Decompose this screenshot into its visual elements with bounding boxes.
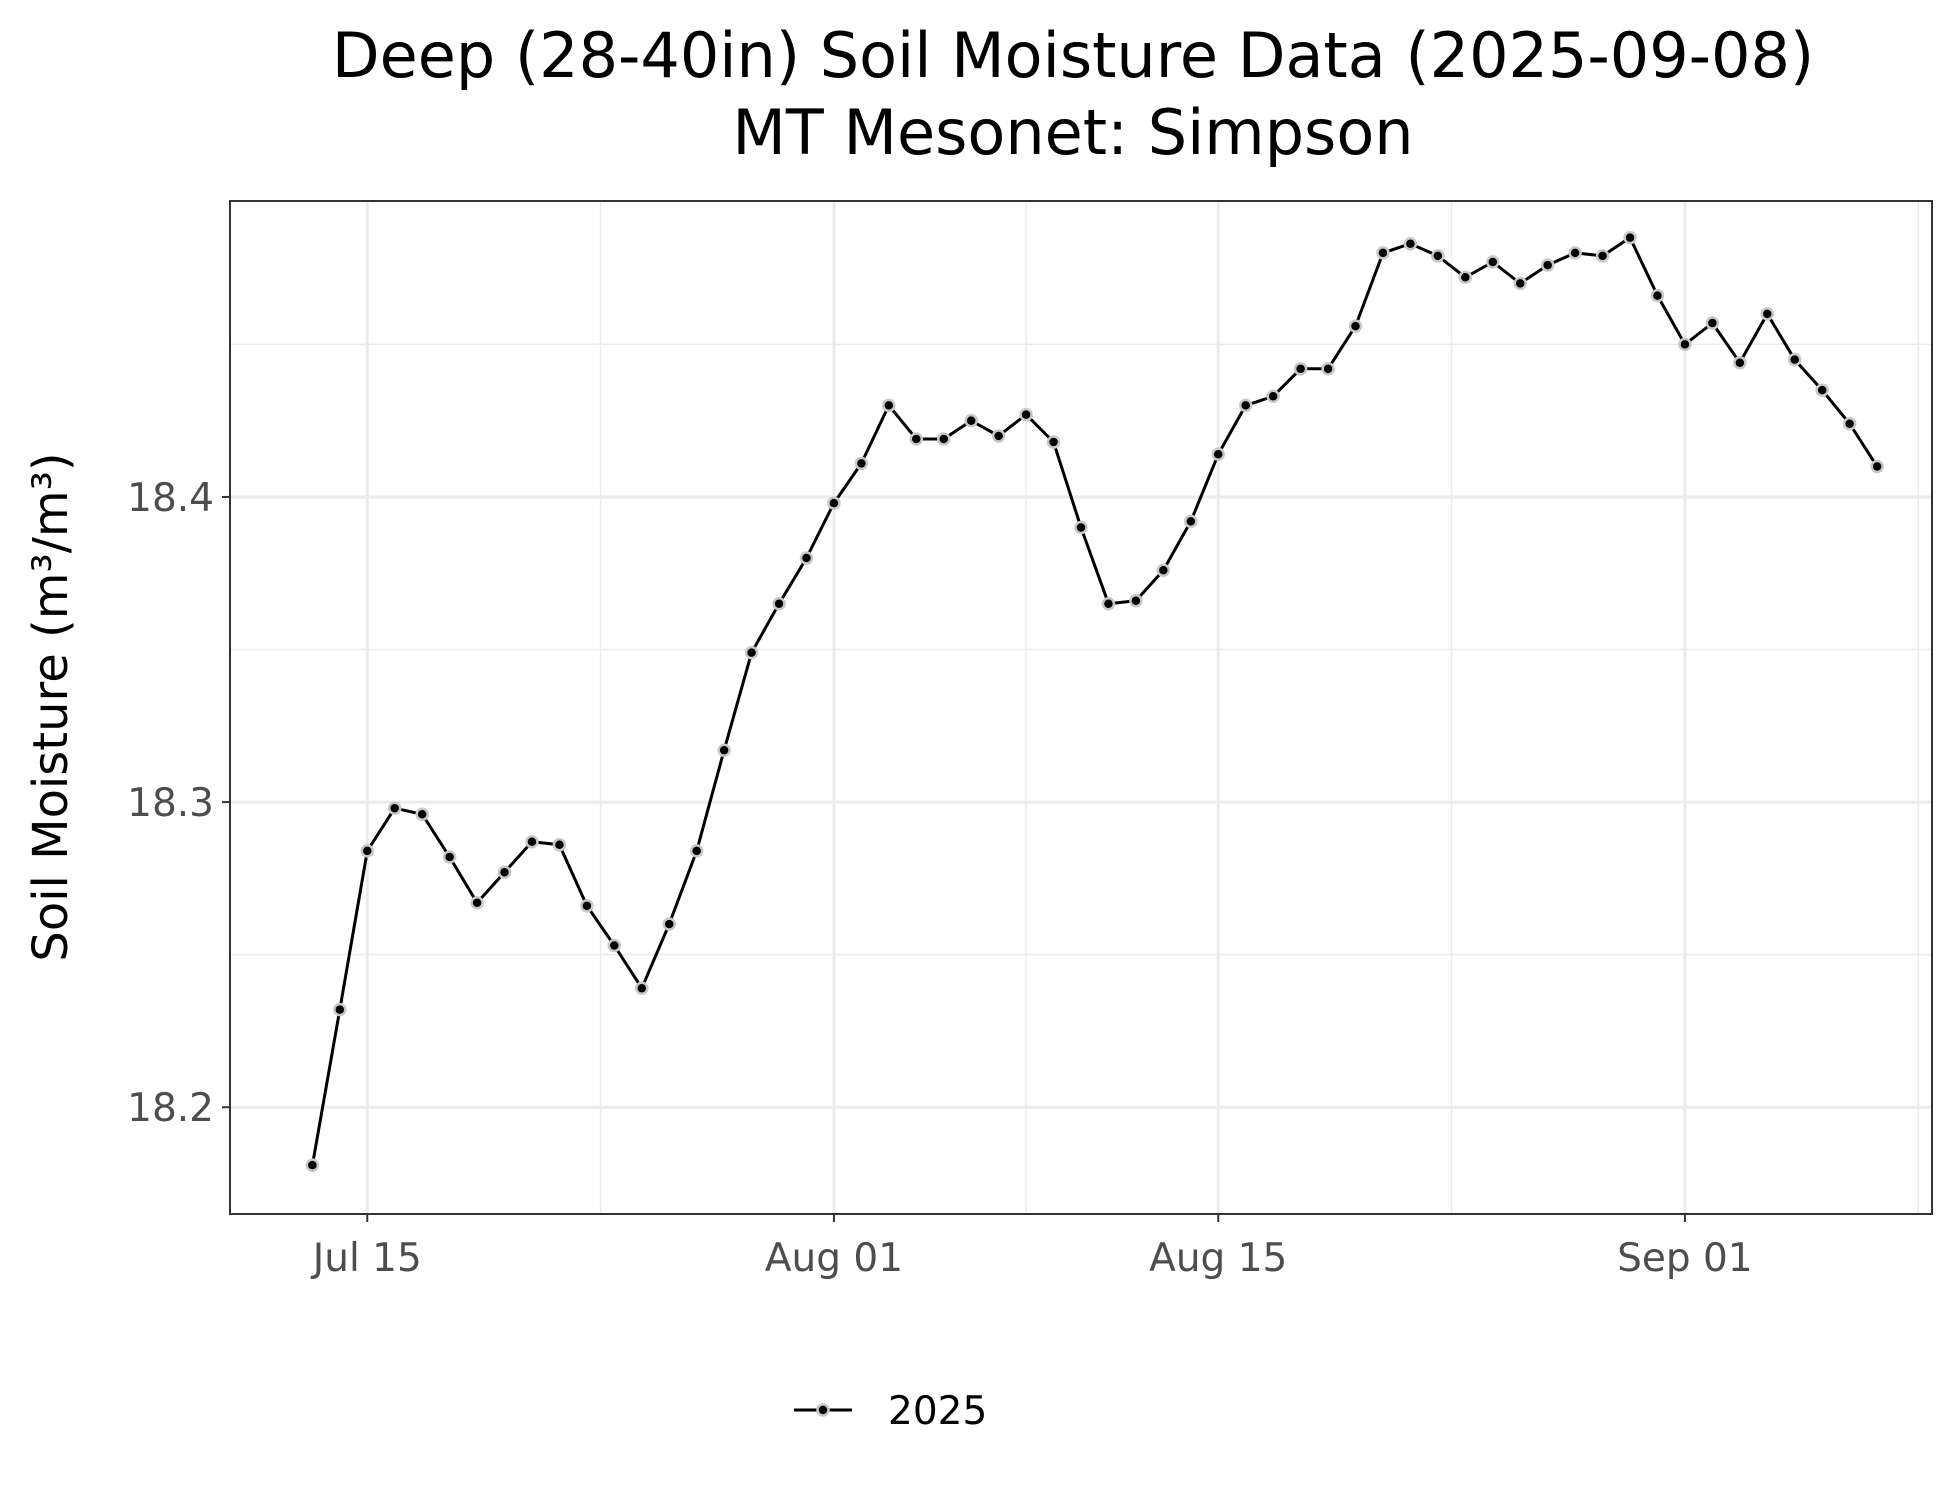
data-point <box>552 838 567 852</box>
data-point <box>1293 362 1308 376</box>
data-point <box>1760 307 1775 321</box>
data-point <box>1156 563 1171 577</box>
x-tick-label: Aug 01 <box>765 1236 903 1281</box>
data-point <box>360 844 375 858</box>
data-point <box>1650 288 1665 303</box>
data-point <box>333 1002 347 1017</box>
data-point <box>305 1158 320 1172</box>
data-point <box>1074 520 1088 535</box>
grid-lines <box>230 201 1932 1214</box>
x-tick-label: Sep 01 <box>1617 1236 1753 1281</box>
data-point <box>827 496 841 510</box>
data-point <box>1129 593 1143 608</box>
data-point <box>1540 258 1555 272</box>
legend-label-2025: 2025 <box>888 1389 987 1434</box>
data-point <box>1705 316 1720 330</box>
data-point <box>470 896 484 910</box>
chart-subtitle: MT Mesonet: Simpson <box>732 96 1413 169</box>
x-tick-label: Jul 15 <box>310 1236 422 1281</box>
data-point <box>415 807 429 822</box>
data-point <box>1568 246 1582 260</box>
data-point <box>1733 355 1747 370</box>
data-point <box>1348 319 1363 333</box>
data-point <box>1513 276 1527 291</box>
data-point <box>1019 407 1033 422</box>
y-tick-label: 18.4 <box>127 476 214 521</box>
series-2025 <box>305 230 1884 1172</box>
y-axis-title: Soil Moisture (m³/m³) <box>23 452 79 961</box>
data-point <box>717 743 731 757</box>
data-point <box>1211 447 1226 461</box>
plot-border <box>229 200 1933 1215</box>
data-point <box>909 432 924 446</box>
chart-title: Deep (28-40in) Soil Moisture Data (2025-… <box>332 19 1814 92</box>
data-point <box>387 801 402 815</box>
data-point <box>1403 236 1418 251</box>
data-point <box>1458 270 1473 285</box>
data-point <box>1101 597 1116 611</box>
data-point <box>607 938 622 953</box>
data-point <box>525 835 539 849</box>
data-point <box>580 899 594 913</box>
legend-marker <box>816 1403 830 1417</box>
data-point <box>1266 389 1280 404</box>
data-point <box>497 865 512 880</box>
y-tick-label: 18.3 <box>127 781 214 826</box>
data-point <box>1376 246 1390 260</box>
data-point <box>689 844 704 858</box>
data-point <box>964 413 978 428</box>
data-point <box>1842 416 1857 431</box>
data-point <box>1486 255 1500 269</box>
data-point <box>442 850 457 864</box>
x-tick-label: Aug 15 <box>1149 1236 1287 1281</box>
data-point <box>1184 514 1198 529</box>
data-point <box>1678 337 1692 352</box>
x-axis: Jul 15 Aug 01 Aug 15 Sep 01 <box>310 1214 1753 1281</box>
data-point <box>854 456 869 471</box>
data-point <box>1431 249 1445 263</box>
data-point <box>936 432 951 446</box>
y-axis: 18.2 18.3 18.4 <box>127 476 230 1131</box>
legend: 2025 <box>794 1389 987 1434</box>
data-point <box>744 645 759 660</box>
data-point <box>991 429 1006 443</box>
data-point <box>1787 352 1802 367</box>
data-point <box>799 551 814 565</box>
data-point <box>1595 249 1610 263</box>
data-point <box>1238 398 1253 413</box>
data-point <box>772 597 786 611</box>
data-point <box>1815 383 1829 397</box>
data-point <box>1870 459 1884 474</box>
data-point <box>1623 230 1637 245</box>
data-point <box>882 398 896 413</box>
y-tick-label: 18.2 <box>127 1086 214 1131</box>
data-point <box>635 981 649 995</box>
data-point <box>662 917 676 931</box>
plot-panel <box>230 201 1932 1214</box>
series-line <box>310 236 1879 1166</box>
data-point <box>1321 362 1335 376</box>
data-point <box>1046 435 1061 449</box>
